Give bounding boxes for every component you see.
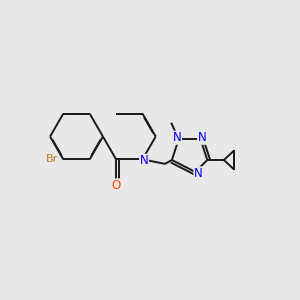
Text: N: N [173, 131, 182, 144]
Text: N: N [198, 131, 206, 144]
Text: N: N [140, 154, 148, 167]
Text: Br: Br [46, 154, 58, 164]
Text: N: N [194, 167, 203, 180]
Text: O: O [112, 179, 121, 192]
